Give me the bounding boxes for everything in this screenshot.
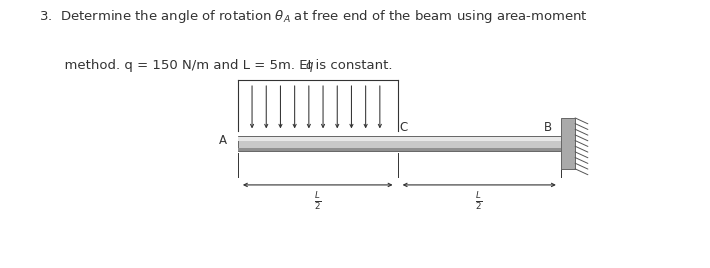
Bar (238, 137, 561, 141)
Text: method. q = 150 N/m and L = 5m. EI is constant.: method. q = 150 N/m and L = 5m. EI is co… (39, 59, 393, 72)
Text: $\frac{L}{2}$: $\frac{L}{2}$ (476, 190, 483, 212)
Bar (561, 118, 575, 169)
Text: q: q (305, 59, 312, 72)
Text: C: C (399, 121, 408, 134)
Text: $\frac{L}{2}$: $\frac{L}{2}$ (314, 190, 322, 212)
Text: A: A (219, 134, 227, 147)
Bar (238, 148, 561, 151)
Text: 3.  Determine the angle of rotation $\theta_A$ at free end of the beam using are: 3. Determine the angle of rotation $\the… (39, 8, 588, 25)
Text: B: B (544, 121, 552, 134)
Bar (238, 136, 561, 151)
